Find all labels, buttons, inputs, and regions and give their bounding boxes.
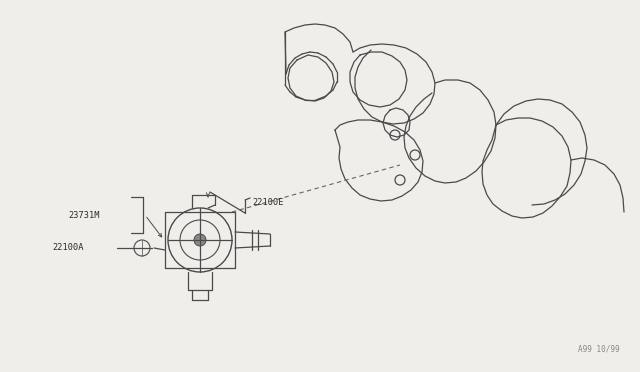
Text: 22100E: 22100E [252, 198, 284, 207]
Text: A99 10/99: A99 10/99 [579, 345, 620, 354]
Circle shape [194, 234, 206, 246]
Text: 22100A: 22100A [52, 244, 83, 253]
Text: 23731M: 23731M [68, 211, 99, 219]
